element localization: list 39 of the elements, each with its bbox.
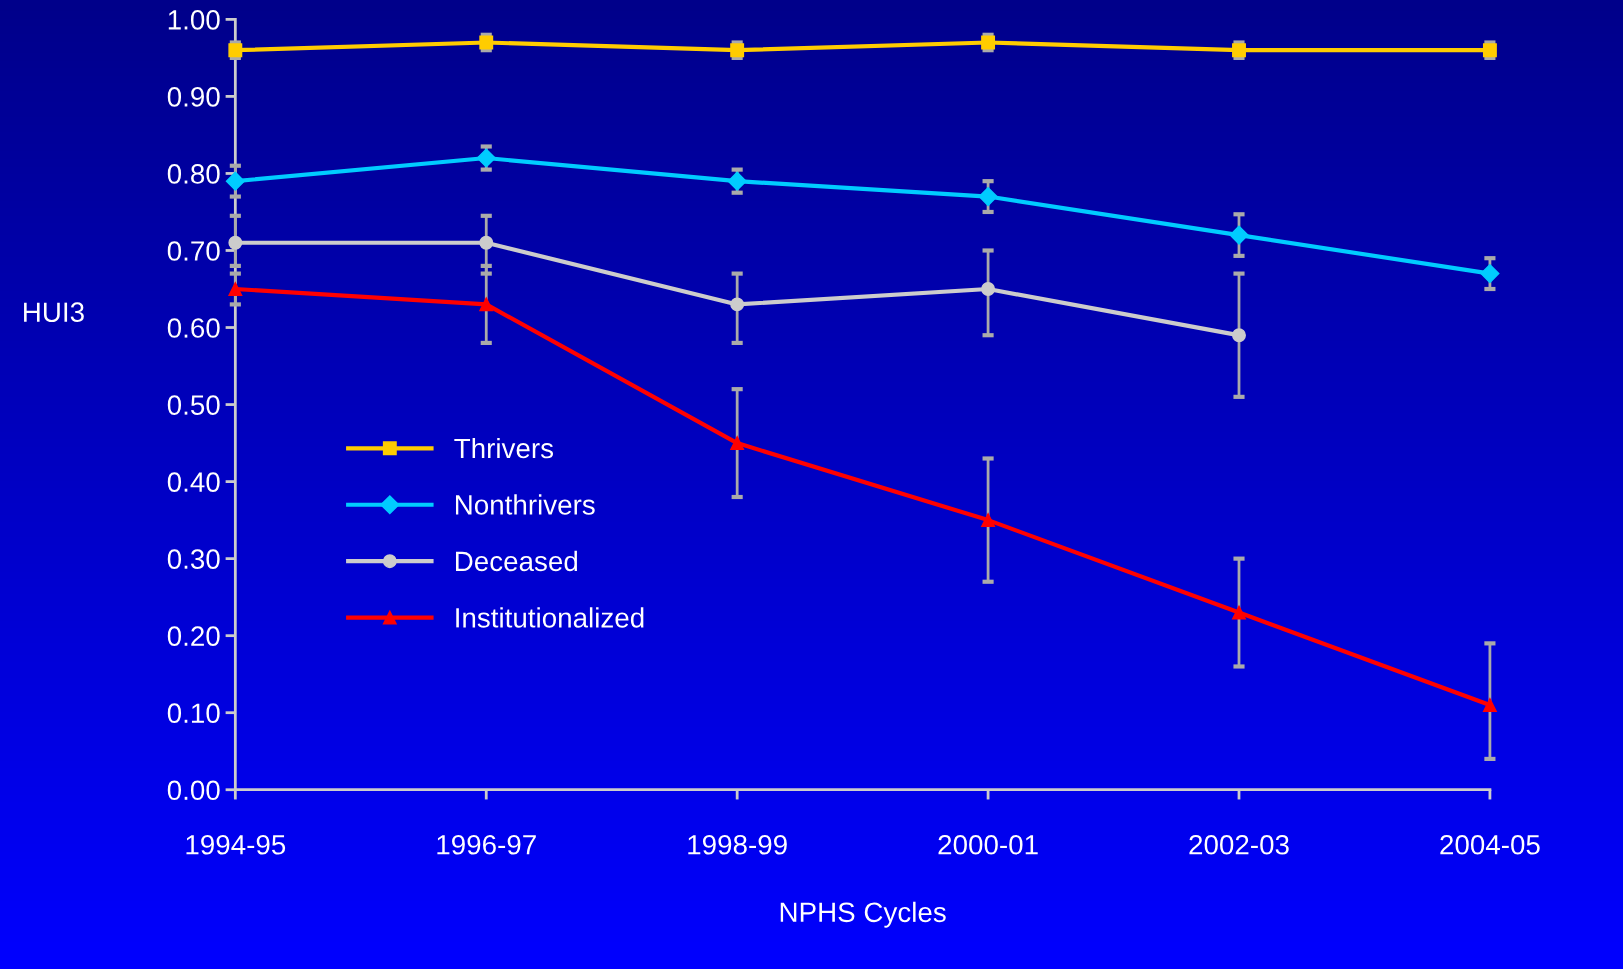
point <box>479 297 494 312</box>
legend-label: Nonthrivers <box>455 494 595 515</box>
y-tick-label: 0.40 <box>167 472 220 492</box>
x-tick-label: 2000-01 <box>938 834 1038 855</box>
point <box>1232 328 1246 343</box>
y-tick-label: 0.00 <box>167 780 220 801</box>
point <box>730 297 745 312</box>
y-tick-label: 0.70 <box>167 241 220 261</box>
point <box>228 282 243 296</box>
point <box>730 436 745 451</box>
x-tick-label: 2002-03 <box>1189 834 1289 855</box>
y-tick-label: 0.10 <box>167 703 220 724</box>
y-tick-label: 0.50 <box>167 395 220 415</box>
legend-label: Thrivers <box>454 437 554 459</box>
y-axis-title: HUI3 <box>24 302 84 323</box>
legend-label: Deceased <box>455 550 577 572</box>
x-tick-label: 1996-97 <box>437 834 536 855</box>
x-axis-title: NPHS Cycles <box>780 901 946 928</box>
point <box>981 513 996 528</box>
point <box>479 235 494 250</box>
point <box>1229 225 1249 245</box>
y-tick-label: 0.80 <box>167 164 220 184</box>
point <box>225 171 245 191</box>
point <box>1480 264 1500 284</box>
y-tick-label: 0.60 <box>167 318 220 338</box>
point <box>228 43 243 58</box>
y-tick-label: 0.30 <box>167 549 220 569</box>
x-tick-label: 1994-95 <box>186 834 286 855</box>
y-tick-label: 0.90 <box>167 87 220 107</box>
legend-label: Institutionalized <box>456 607 644 628</box>
y-tick-label: 0.20 <box>167 626 220 646</box>
point <box>228 235 243 250</box>
point <box>981 282 996 296</box>
point <box>1232 605 1246 620</box>
x-tick-label: 1998-99 <box>688 834 787 855</box>
point <box>1482 698 1497 712</box>
y-tick-label: 1.00 <box>168 10 220 30</box>
x-tick-label: 2004-05 <box>1440 834 1540 855</box>
point <box>978 187 998 207</box>
